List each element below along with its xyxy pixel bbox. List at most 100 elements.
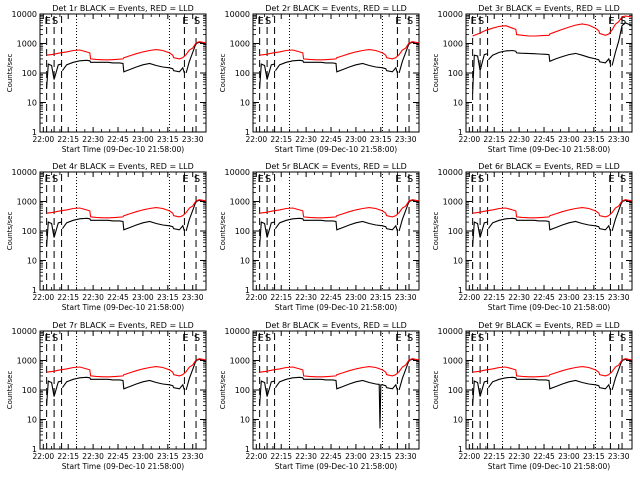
y-tick-label: 1000 [443, 40, 463, 49]
x-tick-label: 23:00 [345, 135, 367, 144]
plot-frame [252, 13, 420, 133]
x-tick-label: 23:30 [182, 452, 204, 461]
events-series-line [46, 41, 207, 89]
y-tick-label: 1 [245, 286, 250, 295]
x-tick-label: 23:00 [345, 452, 367, 461]
y-tick-label: 10000 [12, 10, 37, 19]
plot-frame [465, 13, 633, 133]
event-marker-label: S [265, 16, 271, 27]
y-tick-label: 100 [235, 227, 250, 236]
lld-series-line [472, 358, 633, 378]
event-marker-label: E [470, 333, 476, 344]
x-tick-label: 22:00 [459, 135, 481, 144]
y-tick-label: 100 [235, 386, 250, 395]
events-series-line [259, 358, 420, 429]
event-marker-label: S [478, 333, 484, 344]
y-axis-label: Counts/sec [432, 54, 440, 93]
x-tick-label: 22:45 [533, 452, 555, 461]
y-tick-label: 10000 [225, 168, 250, 177]
event-marker-label: S [265, 174, 271, 185]
lld-series-line [259, 199, 420, 219]
y-tick-label: 100 [235, 69, 250, 78]
y-tick-label: 1000 [17, 40, 37, 49]
y-axis-label: Counts/sec [6, 54, 14, 93]
x-tick-label: 23:15 [370, 135, 392, 144]
x-tick-label: 22:30 [508, 293, 530, 302]
y-tick-label: 100 [22, 69, 37, 78]
x-axis-label: Start Time (09-Dec-10 21:58:00) [488, 303, 610, 312]
chart-title: Det 2r BLACK = Events, RED = LLD [265, 4, 407, 13]
chart-title: Det 3r BLACK = Events, RED = LLD [478, 4, 620, 13]
x-tick-label: 22:45 [320, 452, 342, 461]
event-marker-label: E [257, 333, 263, 344]
x-tick-label: 22:30 [508, 452, 530, 461]
lld-series-line [259, 358, 420, 378]
event-marker-label: S [407, 16, 413, 27]
event-marker-label: S [620, 174, 626, 185]
event-marker-label: E [257, 16, 263, 27]
x-tick-label: 22:45 [320, 135, 342, 144]
y-tick-label: 10 [453, 257, 463, 266]
x-tick-label: 22:45 [320, 293, 342, 302]
event-marker-label: E [182, 174, 188, 185]
event-marker-label: S [194, 174, 200, 185]
x-tick-label: 22:45 [107, 293, 129, 302]
event-marker-label: E [608, 333, 614, 344]
x-tick-label: 22:30 [295, 135, 317, 144]
x-tick-label: 23:00 [558, 452, 580, 461]
x-tick-label: 22:15 [483, 135, 505, 144]
x-tick-label: 23:15 [583, 452, 605, 461]
chart-panel-8: Det 8r BLACK = Events, RED = LLD 1 10 100 10… [219, 321, 420, 471]
x-tick-label: 23:30 [608, 135, 630, 144]
y-tick-label: 1000 [230, 40, 250, 49]
x-tick-label: 22:30 [295, 452, 317, 461]
y-tick-label: 10 [27, 257, 37, 266]
x-tick-label: 22:30 [508, 135, 530, 144]
y-tick-label: 10 [240, 257, 250, 266]
lld-series-line [46, 358, 207, 378]
plot-frame [252, 171, 420, 291]
x-axis-label: Start Time (09-Dec-10 21:58:00) [275, 303, 397, 312]
event-marker-label: S [194, 16, 200, 27]
x-tick-label: 22:15 [483, 452, 505, 461]
x-tick-label: 23:15 [157, 293, 179, 302]
lld-series-line [472, 199, 633, 219]
y-axis-label: Counts/sec [219, 212, 227, 251]
lld-series-line [46, 41, 207, 61]
event-marker-label: E [608, 16, 614, 27]
y-axis-label: Counts/sec [432, 371, 440, 410]
event-marker-label: E [44, 16, 50, 27]
y-tick-label: 10000 [12, 327, 37, 336]
event-marker-label: E [257, 174, 263, 185]
plot-frame [465, 330, 633, 450]
x-tick-label: 22:45 [533, 293, 555, 302]
plot-frame [252, 330, 420, 450]
event-marker-label: E [470, 16, 476, 27]
x-tick-label: 22:15 [57, 135, 79, 144]
event-marker-label: E [470, 174, 476, 185]
x-axis-label: Start Time (09-Dec-10 21:58:00) [62, 303, 184, 312]
y-tick-label: 1000 [443, 198, 463, 207]
x-tick-label: 23:30 [182, 293, 204, 302]
events-series-line [46, 199, 207, 247]
event-marker-label: S [407, 333, 413, 344]
x-tick-label: 23:15 [157, 452, 179, 461]
x-tick-label: 22:30 [82, 135, 104, 144]
y-tick-label: 10000 [225, 10, 250, 19]
event-marker-label: E [395, 333, 401, 344]
y-axis-label: Counts/sec [6, 212, 14, 251]
event-marker-label: E [44, 174, 50, 185]
x-tick-label: 23:30 [182, 135, 204, 144]
x-tick-label: 23:15 [370, 452, 392, 461]
events-series-line [46, 358, 207, 406]
y-axis-label: Counts/sec [219, 371, 227, 410]
chart-panel-9: Det 9r BLACK = Events, RED = LLD 1 10 100 10… [432, 321, 633, 471]
x-tick-label: 23:00 [132, 452, 154, 461]
x-tick-label: 22:15 [270, 293, 292, 302]
chart-panel-5: Det 5r BLACK = Events, RED = LLD 1 10 100 10… [219, 162, 420, 312]
x-tick-label: 22:30 [295, 293, 317, 302]
x-axis-label: Start Time (09-Dec-10 21:58:00) [488, 145, 610, 154]
plot-frame [465, 171, 633, 291]
y-tick-label: 100 [22, 227, 37, 236]
event-marker-label: E [608, 174, 614, 185]
